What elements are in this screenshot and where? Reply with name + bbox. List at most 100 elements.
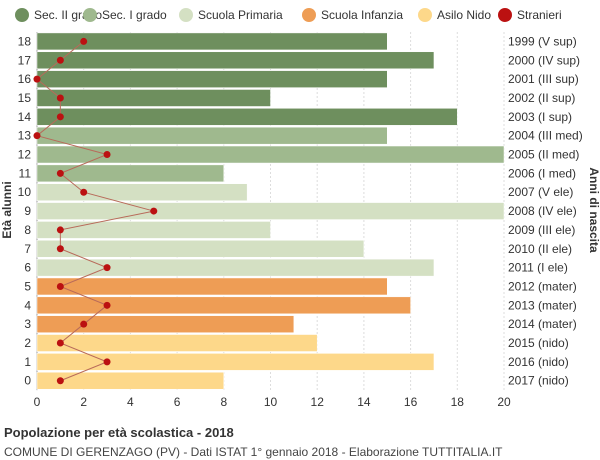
- school-age-population-chart: Sec. II grado Sec. I grado Scuola Primaria…: [0, 8, 600, 409]
- bar: [36, 183, 248, 201]
- age-label: 12: [18, 148, 32, 162]
- legend-swatch: [302, 8, 316, 22]
- bar: [36, 51, 435, 70]
- age-label: 3: [24, 317, 31, 331]
- x-tick-label: 4: [127, 395, 134, 409]
- birth-year-label: 2011 (I ele): [508, 261, 568, 275]
- age-label: 13: [18, 129, 32, 143]
- birth-year-label: 2015 (nido): [508, 336, 569, 350]
- foreign-point: [56, 113, 64, 121]
- foreign-point: [56, 339, 64, 347]
- age-label: 0: [24, 374, 31, 388]
- birth-year-label: 2004 (III med): [508, 129, 583, 143]
- x-tick-label: 20: [497, 395, 511, 409]
- bar: [36, 334, 318, 352]
- bar: [36, 221, 271, 239]
- legend-swatch: [179, 8, 193, 22]
- bar: [36, 277, 388, 296]
- legend-label: Scuola Primaria: [198, 8, 283, 22]
- birth-year-label: 2002 (II sup): [508, 91, 575, 105]
- birth-year-label: 2001 (III sup): [508, 72, 579, 86]
- foreign-point: [56, 169, 64, 177]
- y-axis-title-right: Anni di nascita: [587, 167, 600, 253]
- age-label: 15: [18, 91, 32, 105]
- foreign-point: [80, 37, 88, 45]
- age-label: 1: [24, 355, 31, 369]
- foreign-point: [103, 301, 111, 309]
- birth-year-label: 2006 (I med): [508, 166, 576, 180]
- bar: [36, 108, 458, 126]
- foreign-point: [56, 282, 64, 290]
- x-axis-tick-labels: 0 2 4 6 8 10 12 14 16 18 20: [34, 395, 511, 409]
- legend-item: Asilo Nido: [418, 8, 491, 22]
- age-label: 7: [24, 242, 31, 256]
- foreign-point: [150, 207, 158, 215]
- birth-year-label: 2008 (IV ele): [508, 204, 577, 218]
- birth-year-label: 2013 (mater): [508, 298, 577, 312]
- chart-title: Popolazione per età scolastica - 2018: [4, 425, 234, 440]
- legend-label: Sec. I grado: [102, 8, 167, 22]
- age-label: 4: [24, 298, 31, 312]
- y-axis-title-left: Età alunni: [0, 181, 14, 238]
- foreign-point: [80, 188, 88, 196]
- bar: [36, 89, 271, 107]
- foreign-point: [56, 94, 64, 102]
- birth-year-label: 2005 (II med): [508, 148, 579, 162]
- legend-swatch: [418, 8, 432, 22]
- x-tick-label: 12: [311, 395, 325, 409]
- x-tick-label: 18: [451, 395, 465, 409]
- birth-year-label: 2014 (mater): [508, 317, 577, 331]
- birth-year-label: 2009 (III ele): [508, 223, 575, 237]
- age-label: 10: [18, 185, 32, 199]
- birth-year-label: 2007 (V ele): [508, 185, 573, 199]
- foreign-point: [80, 320, 88, 328]
- bar: [36, 258, 435, 277]
- x-tick-label: 14: [357, 395, 371, 409]
- bar: [36, 32, 388, 51]
- age-label: 9: [24, 204, 31, 218]
- age-label: 6: [24, 261, 31, 275]
- foreign-point: [33, 75, 41, 83]
- x-tick-label: 8: [220, 395, 227, 409]
- legend-item: Scuola Primaria: [179, 8, 283, 22]
- birth-year-label: 2003 (I sup): [508, 110, 572, 124]
- legend-label: Scuola Infanzia: [321, 8, 403, 22]
- age-label: 2: [24, 336, 31, 350]
- foreign-point: [33, 132, 41, 140]
- birth-year-label: 2012 (mater): [508, 279, 577, 293]
- age-label: 16: [18, 72, 32, 86]
- bar: [36, 315, 295, 333]
- legend-item: Stranieri: [498, 8, 562, 22]
- foreign-point: [56, 56, 64, 64]
- bar: [36, 240, 365, 258]
- bar: [36, 164, 225, 183]
- bar: [36, 296, 411, 315]
- birth-year-label: 2010 (II ele): [508, 242, 572, 256]
- age-label: 5: [24, 279, 31, 293]
- age-label: 8: [24, 223, 31, 237]
- chart-subtitle: COMUNE DI GERENZAGO (PV) - Dati ISTAT 1°…: [4, 445, 503, 459]
- age-label: 17: [18, 53, 32, 67]
- age-label: 11: [19, 166, 32, 180]
- legend-item: Scuola Infanzia: [302, 8, 403, 22]
- legend: Sec. II grado Sec. I grado Scuola Primaria…: [15, 8, 562, 22]
- foreign-series: [33, 37, 158, 385]
- birth-year-labels: 1999 (V sup) 2000 (IV sup) 2001 (III sup) 2…: [508, 34, 583, 387]
- legend-swatch: [15, 8, 29, 22]
- x-tick-label: 10: [264, 395, 278, 409]
- birth-year-label: 1999 (V sup): [508, 34, 577, 48]
- foreign-point: [103, 151, 111, 159]
- bar: [36, 126, 388, 145]
- x-tick-label: 0: [34, 395, 41, 409]
- legend-item: Sec. I grado: [83, 8, 167, 22]
- legend-swatch: [498, 8, 512, 22]
- bar: [36, 202, 505, 220]
- x-tick-label: 6: [174, 395, 181, 409]
- legend-swatch: [83, 8, 97, 22]
- bars: [36, 32, 505, 390]
- x-tick-label: 16: [404, 395, 418, 409]
- bar: [36, 145, 505, 164]
- foreign-point: [56, 245, 64, 253]
- birth-year-label: 2000 (IV sup): [508, 53, 580, 67]
